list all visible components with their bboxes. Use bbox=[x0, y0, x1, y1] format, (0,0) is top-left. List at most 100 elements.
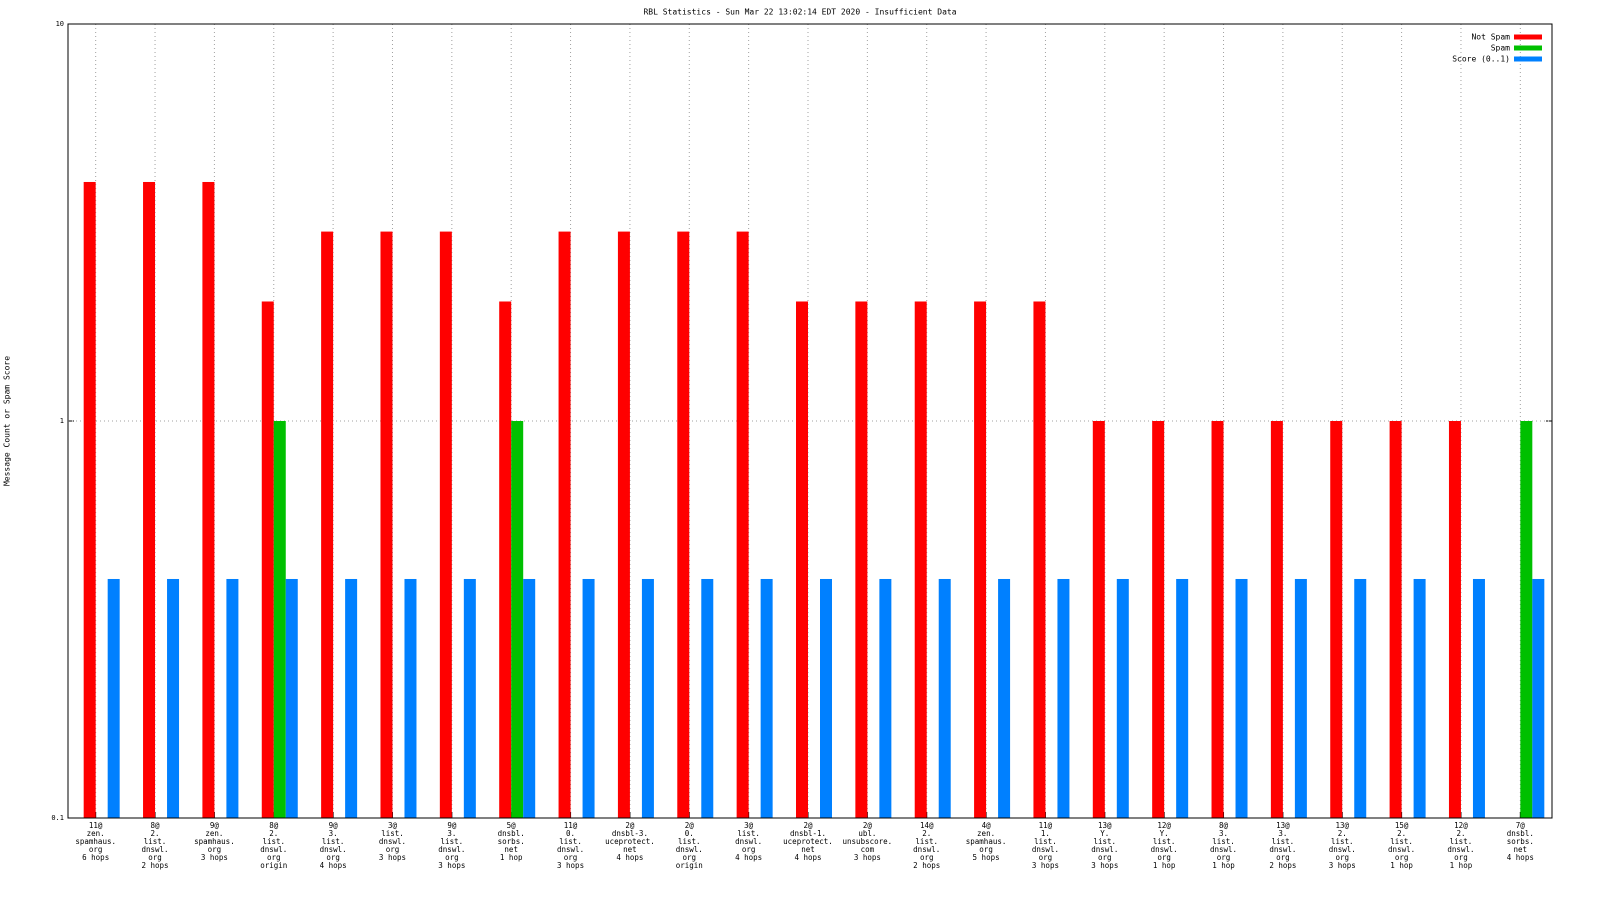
x-tick-label: dnswl. bbox=[320, 845, 347, 854]
x-tick-label: 8@ bbox=[151, 821, 161, 830]
bar bbox=[855, 301, 868, 818]
legend-label: Spam bbox=[1491, 44, 1510, 53]
x-tick-label: org bbox=[683, 853, 697, 862]
x-tick-label: ubl. bbox=[858, 829, 876, 838]
x-tick-label: 9@ bbox=[329, 821, 339, 830]
bar bbox=[321, 231, 334, 818]
bar bbox=[617, 231, 630, 818]
x-tick-label: list. bbox=[1450, 837, 1473, 846]
x-tick-label: list. bbox=[559, 837, 582, 846]
x-tick-label: 2 hops bbox=[141, 861, 168, 870]
bar bbox=[701, 578, 714, 818]
x-tick-label: sorbs. bbox=[498, 837, 525, 846]
x-tick-label: 8@ bbox=[269, 821, 279, 830]
x-tick-label: 1 hop bbox=[1390, 861, 1413, 870]
x-tick-label: list. bbox=[1212, 837, 1235, 846]
x-tick-label: 9@ bbox=[210, 821, 220, 830]
x-tick-label: dnswl. bbox=[1329, 845, 1356, 854]
x-tick-label: list. bbox=[441, 837, 464, 846]
bar bbox=[261, 301, 274, 818]
x-tick-label: 3. bbox=[1219, 829, 1228, 838]
x-tick-label: 5@ bbox=[507, 821, 517, 830]
bar bbox=[523, 578, 536, 818]
x-tick-label: list. bbox=[1034, 837, 1057, 846]
x-tick-label: 4 hops bbox=[1507, 853, 1534, 862]
x-tick-label: org bbox=[920, 853, 934, 862]
bar bbox=[677, 231, 690, 818]
bar bbox=[273, 421, 286, 818]
x-tick-label: dnswl. bbox=[141, 845, 168, 854]
bar bbox=[558, 231, 571, 818]
bar bbox=[499, 301, 512, 818]
x-tick-label: 11@ bbox=[89, 821, 103, 830]
x-tick-label: org bbox=[386, 845, 400, 854]
x-tick-label: 13@ bbox=[1098, 821, 1112, 830]
legend-label: Not Spam bbox=[1471, 33, 1510, 42]
bar bbox=[1448, 421, 1461, 818]
bar bbox=[1389, 421, 1402, 818]
x-tick-label: list. bbox=[1331, 837, 1354, 846]
x-tick-label: 0. bbox=[566, 829, 575, 838]
x-tick-label: zen. bbox=[87, 829, 105, 838]
bar bbox=[1116, 578, 1129, 818]
bar bbox=[998, 578, 1011, 818]
chart-title: RBL Statistics - Sun Mar 22 13:02:14 EDT… bbox=[643, 8, 956, 17]
x-tick-label: org bbox=[445, 853, 459, 862]
bar bbox=[1413, 578, 1426, 818]
x-tick-label: 3 hops bbox=[438, 861, 465, 870]
x-tick-label: dnswl. bbox=[438, 845, 465, 854]
x-tick-label: 11@ bbox=[564, 821, 578, 830]
x-tick-label: org bbox=[1039, 853, 1053, 862]
x-tick-label: 4 hops bbox=[616, 853, 643, 862]
bar bbox=[796, 301, 808, 818]
bar bbox=[1092, 421, 1105, 818]
x-tick-label: org bbox=[1395, 853, 1409, 862]
x-tick-label: 5 hops bbox=[973, 853, 1000, 862]
bar bbox=[938, 578, 951, 818]
x-tick-label: list. bbox=[322, 837, 345, 846]
x-tick-label: 1 hop bbox=[500, 853, 523, 862]
bar bbox=[582, 578, 595, 818]
x-tick-label: 0. bbox=[685, 829, 694, 838]
x-tick-label: 13@ bbox=[1276, 821, 1290, 830]
bar bbox=[143, 181, 156, 818]
x-tick-label: 2@ bbox=[685, 821, 695, 830]
x-tick-label: dnswl. bbox=[1091, 845, 1118, 854]
x-tick-label: net bbox=[623, 845, 637, 854]
x-tick-label: org bbox=[742, 845, 756, 854]
bar bbox=[820, 578, 832, 818]
x-tick-label: 1 hop bbox=[1153, 861, 1176, 870]
x-tick-label: 2@ bbox=[625, 821, 635, 830]
x-tick-label: 2. bbox=[1397, 829, 1406, 838]
x-tick-label: list. bbox=[915, 837, 938, 846]
x-tick-label: 3 hops bbox=[1329, 861, 1356, 870]
legend-swatch bbox=[1514, 45, 1542, 51]
x-tick-label: 3 hops bbox=[1091, 861, 1118, 870]
x-tick-label: 3 hops bbox=[379, 853, 406, 862]
x-tick-label: 1 hop bbox=[1212, 861, 1235, 870]
bar bbox=[1294, 578, 1307, 818]
x-tick-label: dnswl. bbox=[260, 845, 287, 854]
bar bbox=[1235, 578, 1248, 818]
x-tick-label: spamhaus. bbox=[75, 837, 116, 846]
x-tick-label: org bbox=[148, 853, 162, 862]
x-tick-label: 2. bbox=[922, 829, 931, 838]
x-tick-label: org bbox=[326, 853, 340, 862]
x-tick-label: uceprotect. bbox=[783, 837, 833, 846]
x-tick-label: sorbs. bbox=[1507, 837, 1534, 846]
y-tick-label: 1 bbox=[60, 417, 64, 425]
x-tick-label: org bbox=[979, 845, 993, 854]
x-tick-label: 12@ bbox=[1157, 821, 1171, 830]
x-tick-label: 4 hops bbox=[320, 861, 347, 870]
x-tick-label: zen. bbox=[205, 829, 223, 838]
x-tick-label: org bbox=[267, 853, 281, 862]
x-tick-label: dnswl. bbox=[1032, 845, 1059, 854]
bar bbox=[1211, 421, 1224, 818]
x-tick-label: 6 hops bbox=[82, 853, 109, 862]
x-tick-label: origin bbox=[676, 861, 703, 870]
x-tick-label: dnswl. bbox=[557, 845, 584, 854]
x-tick-label: 14@ bbox=[920, 821, 934, 830]
x-tick-label: origin bbox=[260, 861, 287, 870]
